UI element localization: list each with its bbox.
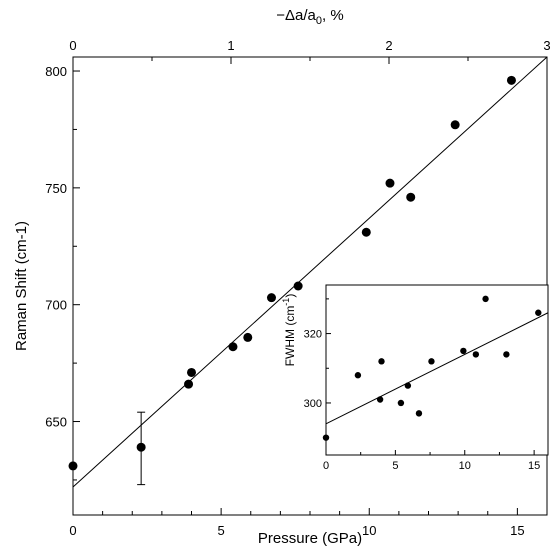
- data-point: [361, 227, 371, 237]
- x-tick-label: 15: [510, 523, 524, 538]
- top-x-tick-label: 0: [69, 38, 76, 53]
- data-point: [68, 461, 78, 471]
- inset-y-tick-label: 320: [304, 329, 322, 341]
- inset-data-point: [503, 351, 510, 358]
- y-tick-label: 750: [45, 181, 67, 196]
- y-tick-label: 650: [45, 415, 67, 430]
- y-axis-label: Raman Shift (cm-1): [13, 221, 30, 351]
- inset-data-point: [397, 399, 405, 407]
- inset-x-tick-label: 5: [392, 460, 398, 472]
- x-tick-label: 10: [362, 523, 376, 538]
- main-fit-line: [72, 56, 548, 488]
- inset-data-point: [535, 309, 542, 316]
- main-x-ticks: 0 5 10 15: [69, 508, 548, 538]
- inset-data-point: [472, 351, 480, 358]
- main-fit-line-group: [72, 56, 548, 488]
- top-x-axis-label-sub: 0: [316, 15, 322, 27]
- data-point: [385, 178, 395, 188]
- inset-y-axis-label-main: FWHM (cm: [283, 306, 297, 367]
- data-point: [243, 332, 253, 342]
- main-plot: 0 5 10 15 650 700 750 800 0 1 2 3: [45, 38, 550, 538]
- data-point: [266, 293, 276, 303]
- inset-plot-frame: [325, 284, 549, 456]
- inset-y-axis-label-suffix: ): [283, 294, 297, 298]
- main-data-points: [68, 75, 516, 471]
- inset-y-axis-label-sup: -1: [281, 298, 291, 306]
- main-y-ticks: 650 700 750 800: [45, 64, 80, 481]
- inset-y-tick-label: 300: [304, 398, 322, 410]
- y-tick-label: 700: [45, 298, 67, 313]
- inset-data-point: [460, 347, 467, 355]
- inset-fit-line: [325, 312, 549, 425]
- inset-data-point: [376, 396, 384, 403]
- inset-data-point: [428, 358, 435, 365]
- inset-x-tick-label: 10: [459, 460, 471, 472]
- inset-y-ticks: 300 320: [304, 298, 331, 439]
- top-x-axis-label-main: −Δa/a: [276, 7, 316, 24]
- y-tick-label: 800: [45, 64, 67, 79]
- data-point: [228, 342, 238, 352]
- data-point: [184, 379, 194, 389]
- x-tick-label: 5: [218, 523, 225, 538]
- inset-data-point: [482, 295, 489, 303]
- inset-fit-line-group: [325, 312, 549, 425]
- data-point: [187, 367, 196, 377]
- top-x-tick-label: 3: [543, 38, 550, 53]
- top-x-tick-label: 1: [227, 38, 234, 53]
- inset-x-tick-label: 15: [528, 460, 540, 472]
- x-tick-label: 0: [69, 523, 76, 538]
- inset-y-axis-label: FWHM (cm-1): [281, 294, 297, 367]
- top-x-axis-label: −Δa/a0, %: [276, 7, 343, 27]
- inset-data-point: [415, 410, 423, 417]
- inset-x-tick-label: 0: [323, 460, 329, 472]
- data-point: [506, 75, 516, 85]
- inset-data-points: [322, 295, 542, 441]
- data-point: [450, 120, 460, 130]
- top-x-tick-label: 2: [385, 38, 392, 53]
- inset-x-ticks: 0 5 10 15: [323, 450, 540, 472]
- main-top-x-ticks: 0 1 2 3: [69, 38, 551, 64]
- inset-plot: 0 5 10 15 300 320: [304, 284, 549, 472]
- x-axis-label: Pressure (GPa): [258, 530, 362, 547]
- inset-data-point: [404, 382, 412, 389]
- inset-data-point: [354, 372, 362, 379]
- data-point: [406, 192, 416, 202]
- inset-data-point: [378, 358, 385, 365]
- data-point: [136, 442, 146, 452]
- top-x-axis-label-suffix: , %: [322, 7, 344, 24]
- data-point: [293, 281, 303, 291]
